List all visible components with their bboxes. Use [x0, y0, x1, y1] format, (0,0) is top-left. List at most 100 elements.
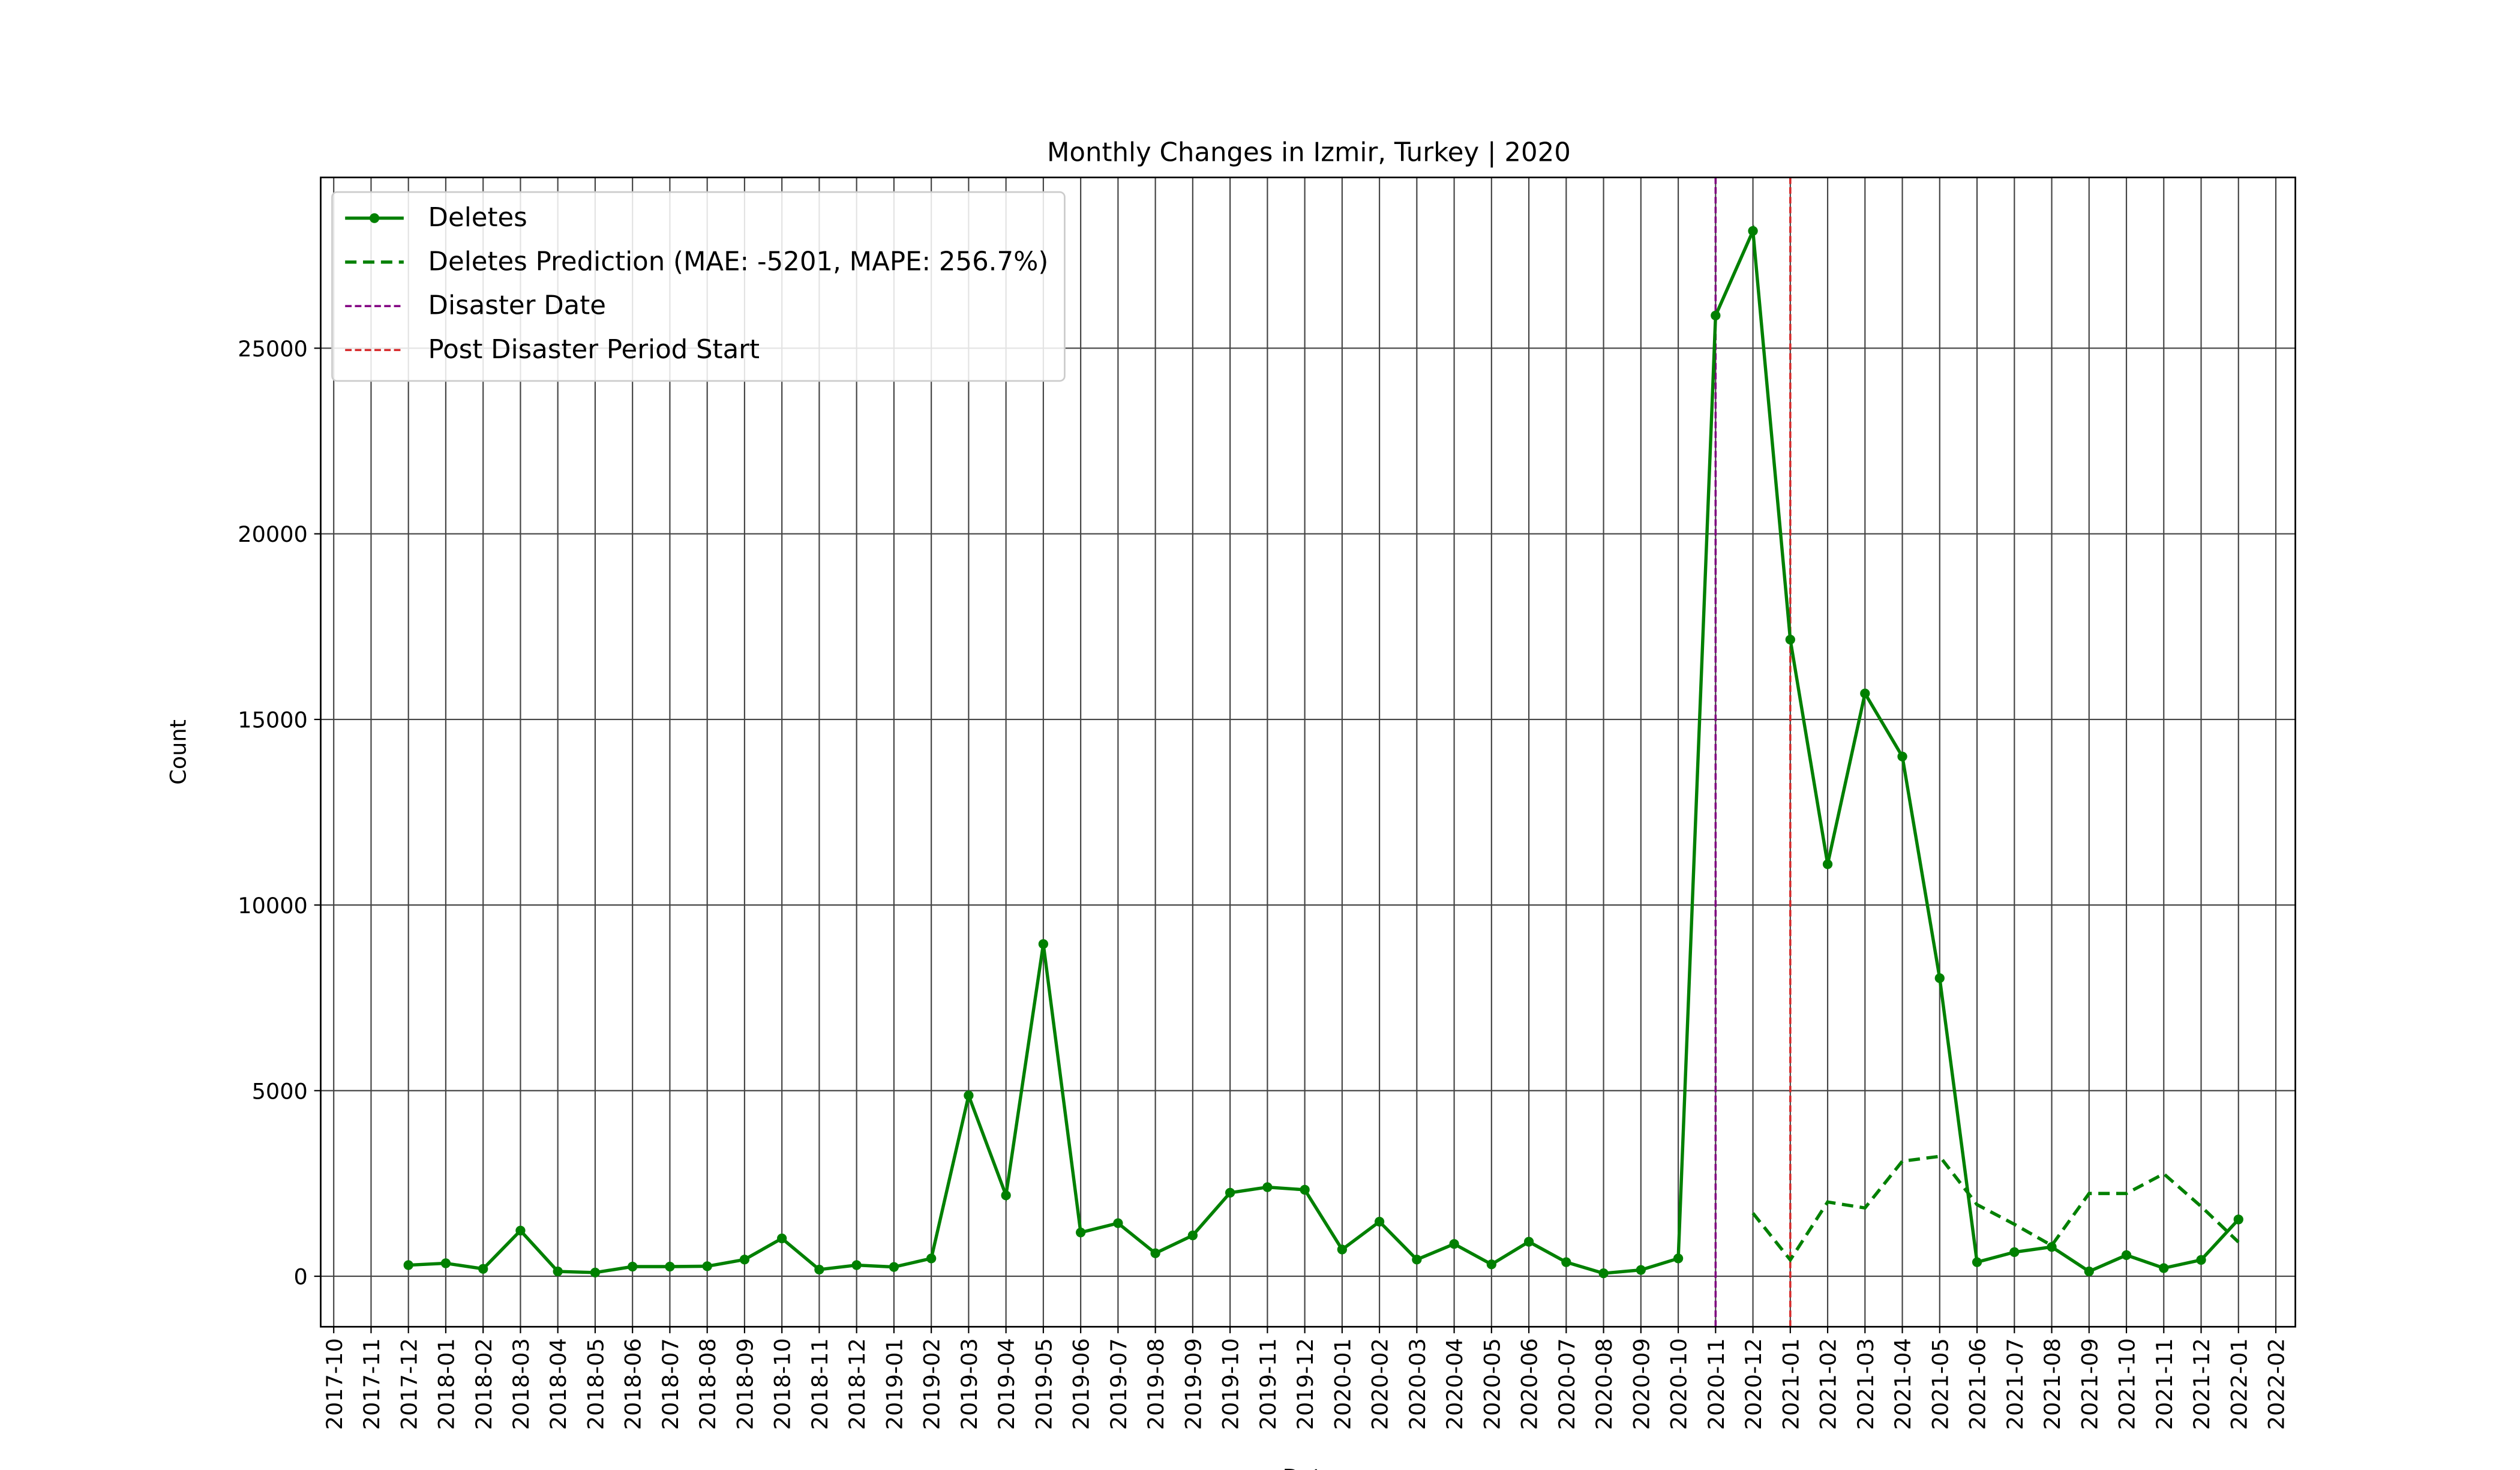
x-tick-label: 2019-01	[881, 1338, 907, 1430]
x-tick-label: 2018-08	[695, 1338, 721, 1430]
data-point	[1636, 1265, 1646, 1275]
x-tick-label: 2021-12	[2189, 1338, 2215, 1430]
data-point	[590, 1267, 601, 1278]
x-tick-label: 2018-05	[583, 1338, 608, 1430]
data-point	[1934, 973, 1945, 983]
x-tick-label: 2022-01	[2226, 1338, 2252, 1430]
data-point	[702, 1261, 712, 1271]
data-point	[1225, 1187, 1235, 1198]
data-point	[1523, 1237, 1534, 1247]
x-tick-label: 2018-11	[807, 1338, 833, 1430]
x-tick-label: 2019-02	[919, 1338, 945, 1430]
data-point	[1337, 1244, 1347, 1255]
data-line	[408, 224, 2240, 1275]
x-tick-label: 2019-04	[994, 1338, 1019, 1430]
data-point	[1412, 1255, 1422, 1265]
data-point	[1598, 1268, 1609, 1279]
data-point	[2196, 1255, 2206, 1265]
data-point	[1561, 1257, 1571, 1267]
y-tick-label: 25000	[238, 336, 307, 362]
x-tick-label: 2020-08	[1591, 1338, 1617, 1430]
data-point	[1748, 226, 1758, 236]
x-tick-label: 2018-09	[732, 1338, 758, 1430]
plot-area: 2017-10 2017-11 2017-12 2018-01 2018-02 2018-…	[238, 176, 2296, 1430]
x-tick-label: 2020-01	[1330, 1338, 1355, 1430]
x-tick-label: 2021-05	[1927, 1338, 1953, 1430]
data-point	[1374, 1217, 1385, 1227]
legend-label: Disaster Date	[428, 291, 606, 321]
x-tick-label: 2018-03	[508, 1338, 534, 1430]
data-point	[1711, 310, 1721, 321]
x-tick-label: 2019-12	[1292, 1338, 1318, 1430]
x-tick-label: 2020-04	[1442, 1338, 1468, 1430]
data-point	[403, 1260, 413, 1270]
x-tick-label: 2021-08	[2039, 1338, 2065, 1430]
x-tick-label: 2020-07	[1554, 1338, 1580, 1430]
data-point	[2084, 1266, 2094, 1277]
x-tick-label: 2018-06	[620, 1338, 646, 1430]
x-tick-label: 2017-11	[359, 1338, 385, 1430]
plot-frame	[320, 176, 2296, 1328]
x-tick-label: 2020-03	[1405, 1338, 1430, 1430]
data-point	[1673, 1253, 1684, 1264]
legend: Deletes Deletes Prediction (MAE: -5201, M…	[331, 191, 1066, 382]
x-tick-label: 2021-10	[2114, 1338, 2140, 1430]
y-tick-label: 20000	[238, 521, 307, 547]
x-tick-label: 2018-02	[471, 1338, 497, 1430]
x-tick-label: 2021-02	[1816, 1338, 1841, 1430]
data-point	[739, 1255, 750, 1265]
data-point	[1075, 1227, 1086, 1238]
data-point	[926, 1253, 937, 1264]
data-point	[851, 1260, 862, 1270]
x-tick-label: 2021-03	[1853, 1338, 1879, 1430]
x-tick-label: 2019-09	[1180, 1338, 1206, 1430]
data-point	[1001, 1190, 1011, 1201]
y-tick-label: 15000	[238, 707, 307, 733]
x-tick-label: 2021-04	[1890, 1338, 1916, 1430]
x-tick-label: 2021-01	[1778, 1338, 1804, 1430]
data-point	[777, 1233, 787, 1244]
x-tick-label: 2019-06	[1069, 1338, 1094, 1430]
y-axis-label: Count	[165, 719, 191, 785]
data-point	[1860, 688, 1870, 698]
data-point	[889, 1262, 899, 1272]
data-point	[964, 1090, 974, 1100]
data-point	[1038, 939, 1049, 949]
data-line	[1751, 1154, 2240, 1263]
x-tick-label: 2020-10	[1666, 1338, 1692, 1430]
x-tick-label: 2021-06	[1965, 1338, 1991, 1430]
legend-box	[331, 191, 1066, 382]
data-point	[1187, 1230, 1198, 1241]
data-point	[2159, 1263, 2169, 1273]
data-point	[1897, 751, 1907, 762]
data-point	[1262, 1182, 1273, 1192]
x-tick-label: 2019-03	[956, 1338, 982, 1430]
x-tick-label: 2019-05	[1031, 1338, 1057, 1430]
data-point	[1150, 1248, 1160, 1258]
legend-label: Deletes Prediction (MAE: -5201, MAPE: 25…	[428, 247, 1049, 277]
data-point	[2009, 1247, 2020, 1258]
x-axis-label: Date	[1283, 1464, 1336, 1470]
x-tick-label: 2022-02	[2264, 1338, 2290, 1430]
data-point	[1449, 1239, 1459, 1249]
data-point	[2121, 1250, 2132, 1260]
x-tick-label: 2018-07	[658, 1338, 683, 1430]
x-tick-label: 2021-07	[2002, 1338, 2028, 1430]
x-tick-label: 2018-01	[434, 1338, 460, 1430]
x-tick-label: 2020-11	[1703, 1338, 1729, 1430]
data-point	[1785, 634, 1795, 645]
x-tick-label: 2020-09	[1628, 1338, 1654, 1430]
legend-label: Post Disaster Period Start	[428, 335, 760, 365]
data-point	[440, 1258, 451, 1268]
x-tick-label: 2017-10	[322, 1338, 347, 1430]
x-tick-label: 2021-09	[2077, 1338, 2102, 1430]
x-tick-label: 2019-07	[1106, 1338, 1132, 1430]
x-tick-label: 2018-10	[770, 1338, 796, 1430]
data-point	[2047, 1242, 2057, 1252]
data-point	[478, 1264, 488, 1274]
x-tick-label: 2019-10	[1218, 1338, 1244, 1430]
data-point	[2233, 1214, 2243, 1225]
x-tick-label: 2021-11	[2152, 1338, 2177, 1430]
